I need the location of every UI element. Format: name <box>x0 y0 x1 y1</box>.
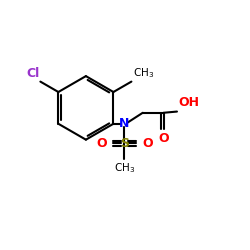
Text: CH$_3$: CH$_3$ <box>133 66 154 80</box>
Text: O: O <box>158 132 169 145</box>
Text: N: N <box>119 117 130 130</box>
Text: O: O <box>142 137 153 150</box>
Text: Cl: Cl <box>26 68 39 80</box>
Text: S: S <box>120 137 129 150</box>
Text: CH$_3$: CH$_3$ <box>114 161 135 175</box>
Text: O: O <box>96 137 106 150</box>
Text: OH: OH <box>178 96 199 109</box>
